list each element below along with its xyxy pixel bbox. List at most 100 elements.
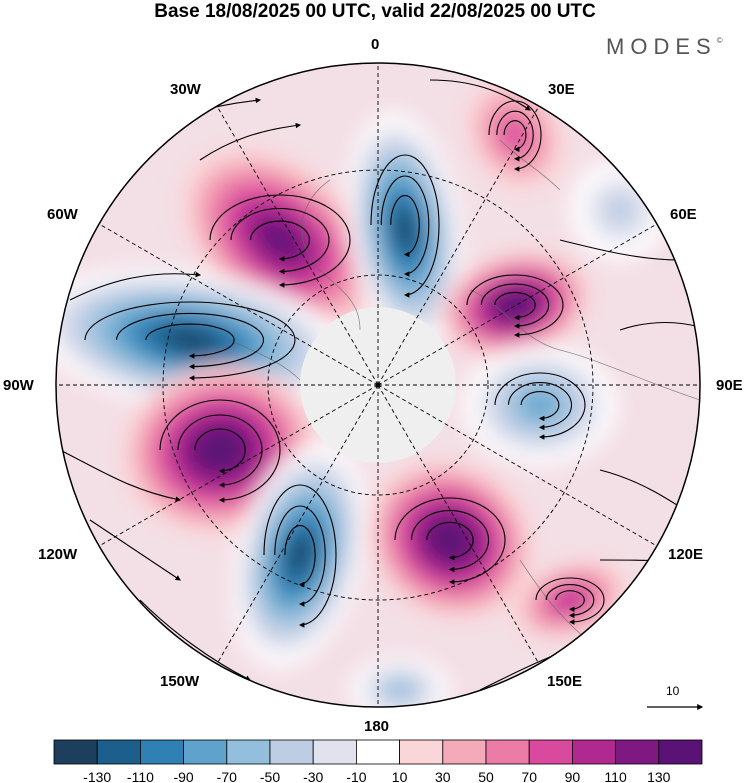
lon-label-120e: 120E [668, 546, 704, 563]
map-border [55, 62, 701, 708]
anomaly-135e-positive-level-4 [558, 591, 582, 609]
colorbar-swatch-9 [442, 739, 487, 765]
colorbar-tick-label: -110 [127, 769, 154, 783]
streamline-17 [194, 428, 246, 474]
lon-label-150e: 150E [547, 673, 583, 690]
colorbar-swatch-7 [355, 739, 400, 765]
lon-label-60e: 60E [670, 206, 697, 223]
anomaly-45e-negative-level-2 [603, 193, 637, 227]
streamline-41 [89, 519, 181, 581]
streamline-7 [480, 283, 550, 329]
colorbar: -130 -110 -90 -70 -50 -30 -10 10 30 50 70 90 110 130 [53, 739, 703, 783]
meridian-300 [98, 223, 379, 386]
streamline-21 [394, 497, 506, 585]
meridian-120 [377, 384, 658, 547]
colorbar-swatch-3 [183, 739, 228, 765]
colorbar-swatch-8 [399, 739, 444, 765]
streamline-12 [494, 372, 586, 440]
colorbar-tick-label: -10 [346, 769, 366, 783]
colorbar-tick-label: -70 [217, 769, 237, 783]
streamline-0 [209, 194, 351, 288]
meridian-60 [377, 223, 658, 386]
lon-label-90w: 90W [3, 377, 34, 394]
colorbar-swatch-11 [528, 739, 573, 765]
streamline-14 [520, 391, 560, 422]
streamline-16 [177, 414, 263, 488]
streamline-30 [69, 271, 202, 301]
colorbar-tick-label: 30 [435, 769, 451, 783]
streamline-10 [115, 312, 265, 370]
colorbar-tick-label: -90 [173, 769, 193, 783]
colorbar-tick-label: 50 [478, 769, 494, 783]
map-disc [56, 63, 700, 707]
lon-label-0: 0 [371, 36, 380, 53]
colorbar-tick-label: -30 [303, 769, 323, 783]
colorbar-tick-label: 110 [604, 769, 627, 783]
coastline-greenland [301, 179, 361, 331]
streamline-23 [426, 521, 474, 561]
colorbar-swatch-1 [96, 739, 141, 765]
coastline-siberia [469, 289, 700, 401]
graticule [56, 63, 700, 707]
streamline-15 [159, 399, 281, 503]
streamline-22 [410, 510, 490, 573]
anomaly-110w-positive-level-7 [207, 439, 233, 461]
colorbar-swatch-2 [139, 739, 184, 765]
brand-text: MODES [606, 34, 717, 59]
latitude-circle-0 [267, 274, 489, 496]
anomaly-30e-positive-level-3 [502, 120, 528, 150]
streamlines [59, 79, 700, 691]
anomaly-150e-positive-level-7 [439, 529, 461, 551]
colorbar-swatch-13 [615, 739, 660, 765]
lon-label-150w: 150W [160, 673, 200, 690]
streamline-8 [494, 291, 536, 321]
colorbar-swatch-12 [572, 739, 617, 765]
anomaly-175w-negative-level-3 [387, 681, 413, 699]
colorbar-tick-label: 130 [647, 769, 671, 783]
streamline-40 [199, 122, 302, 161]
streamline-9 [84, 301, 296, 381]
streamline-26 [503, 120, 527, 153]
colorbar-swatch-6 [312, 739, 357, 765]
colorbar-tick-label: 90 [565, 769, 581, 783]
pole-point [375, 382, 381, 388]
lon-label-90e: 90E [716, 377, 743, 394]
colorbar-swatch-14 [658, 739, 703, 765]
anomaly-90e-negative-level-4 [524, 393, 556, 417]
streamline-6 [466, 274, 564, 338]
reference-vector: 10 [647, 684, 704, 710]
streamline-35 [139, 599, 251, 681]
brand-mark: © [716, 36, 723, 45]
colorbar-tick-label: -130 [83, 769, 111, 783]
meridian-150 [377, 384, 540, 665]
colorbar-swatch-4 [226, 739, 271, 765]
streamline-37 [429, 79, 531, 111]
streamline-2 [250, 220, 310, 262]
streamline-31 [59, 449, 182, 502]
streamline-13 [507, 382, 573, 431]
lon-label-30e: 30E [548, 81, 575, 98]
lon-label-30w: 30W [170, 81, 201, 98]
reference-vector-label: 10 [666, 684, 680, 698]
lon-label-120w: 120W [38, 546, 78, 563]
lon-label-60w: 60W [47, 206, 78, 223]
colorbar-swatch-5 [269, 739, 314, 765]
meridian-330 [216, 105, 379, 386]
meridian-210 [216, 384, 379, 665]
streamline-1 [230, 207, 330, 275]
colorbar-tick-label: 70 [521, 769, 537, 783]
streamline-19 [274, 505, 326, 607]
coastline-scandinavia [499, 139, 561, 191]
colorbar-tick-label: 10 [392, 769, 408, 783]
latitude-circle-1 [162, 169, 594, 601]
anomaly-60w-positive-level-6 [265, 226, 295, 254]
streamline-11 [145, 323, 235, 359]
colorbar-swatch-0 [53, 739, 98, 765]
streamline-20 [284, 525, 316, 588]
colorbar-swatch-10 [485, 739, 530, 765]
streamline-18 [263, 484, 337, 628]
anomaly-0-negative-level-7 [397, 215, 413, 245]
meridian-30 [377, 105, 540, 386]
anomaly-50e-positive-level-7 [505, 298, 525, 312]
